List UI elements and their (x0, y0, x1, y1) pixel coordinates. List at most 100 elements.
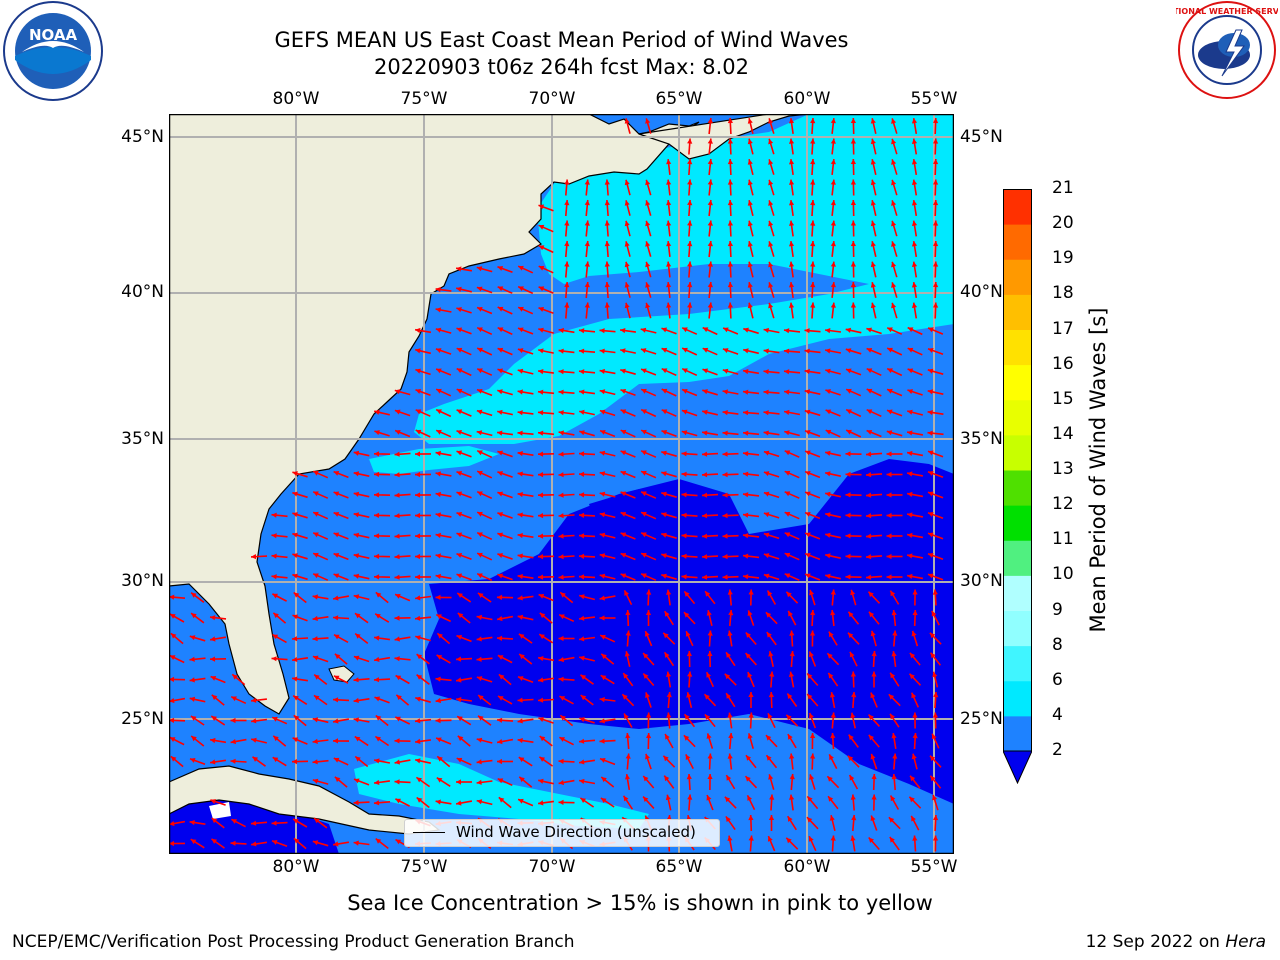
wind-wave-arrowhead (768, 302, 774, 309)
wind-wave-arrowhead (395, 593, 401, 599)
wind-wave-arrowhead (645, 220, 651, 227)
wind-wave-arrowhead (661, 388, 668, 394)
wind-wave-arrowhead (786, 837, 792, 844)
wind-wave-arrowhead (726, 652, 731, 658)
wind-wave-arrowhead (497, 717, 503, 723)
wind-wave-arrowhead (456, 430, 462, 435)
wind-wave-arrowhead (497, 389, 503, 395)
wind-wave-arrowhead (538, 410, 544, 416)
wind-wave-arrowhead (498, 696, 504, 701)
wind-wave-arrowhead (681, 553, 687, 559)
wind-wave-arrowhead (727, 159, 733, 165)
wind-wave-arrowhead (727, 630, 733, 636)
wind-wave-arrowhead (747, 610, 753, 616)
wind-wave-arrowhead (684, 612, 690, 618)
wind-wave-arrowhead (333, 491, 340, 497)
wind-wave-arrowhead (251, 841, 257, 847)
wind-wave-arrowhead (687, 220, 693, 226)
wind-wave-arrowhead (870, 179, 876, 186)
wind-wave-arrowhead (374, 696, 381, 702)
wind-wave-arrowhead (887, 409, 893, 415)
wind-wave-arrowhead (558, 389, 564, 395)
colorbar-bin (1003, 224, 1032, 260)
colorbar-bin (1003, 540, 1032, 576)
wind-wave-arrowhead (687, 671, 693, 677)
wind-wave-arrowhead (722, 492, 728, 498)
wind-wave-arrowhead (394, 574, 400, 580)
wind-wave-arrowhead (579, 759, 585, 765)
wind-wave-arrowhead (810, 138, 816, 144)
wind-wave-arrowhead (789, 220, 795, 226)
wind-wave-arrowhead (789, 630, 795, 636)
wind-wave-arrowhead (661, 327, 668, 333)
wind-wave-arrowhead (517, 492, 523, 498)
wind-wave-arrowhead (784, 409, 790, 415)
wind-wave-arrowhead (850, 179, 856, 185)
wind-wave-arrowhead (768, 200, 774, 206)
wind-wave-arrowhead (579, 430, 585, 436)
wind-wave-arrowhead (845, 533, 851, 539)
wind-wave-arrowhead (538, 224, 545, 230)
wind-wave-arrowhead (663, 755, 669, 762)
wind-wave-arrowhead (911, 815, 916, 822)
wind-wave-arrowhead (891, 200, 897, 206)
wind-wave-arrowhead (211, 716, 217, 721)
wind-wave-arrowhead (599, 595, 605, 601)
land-lake (209, 802, 231, 819)
lat-label-left: 25°N (121, 709, 164, 729)
wind-wave-arrowhead (517, 553, 523, 559)
wind-wave-arrowhead (768, 241, 774, 247)
wind-wave-arrowhead (497, 655, 504, 660)
wind-wave-arrowhead (789, 200, 795, 206)
wind-wave-arrowhead (866, 574, 872, 580)
wind-wave-arrowhead (190, 716, 197, 721)
wind-wave-arrowhead (787, 734, 793, 740)
wind-wave-arrowhead (891, 220, 897, 227)
wind-wave-arrowhead (456, 307, 462, 313)
wind-wave-arrowhead (558, 430, 564, 436)
colorbar-tick-label: 15 (1052, 388, 1074, 409)
wind-wave-arrowhead (927, 430, 933, 436)
wind-wave-arrowhead (666, 692, 672, 698)
wind-wave-arrowhead (395, 675, 402, 681)
wind-wave-arrowhead (805, 471, 811, 476)
wind-wave-arrowhead (624, 713, 629, 720)
wind-wave-arrowhead (702, 451, 708, 457)
wind-wave-arrowhead (599, 512, 606, 518)
wind-wave-arrowhead (478, 715, 484, 721)
wind-wave-arrowhead (560, 715, 566, 721)
wind-wave-arrowhead (374, 574, 380, 580)
wind-wave-arrowhead (271, 820, 277, 826)
wind-wave-arrowhead (497, 471, 503, 476)
wind-wave-arrowhead (477, 491, 483, 497)
colorbar-tick-label: 19 (1052, 248, 1074, 269)
wind-wave-arrowhead (870, 815, 876, 821)
wind-wave-arrowhead (333, 738, 338, 744)
wind-wave-arrowhead (456, 450, 463, 456)
wind-wave-arrowhead (686, 774, 692, 780)
wind-wave-arrowhead (805, 430, 811, 435)
wind-wave-arrowhead (727, 589, 733, 595)
wind-wave-arrowhead (866, 327, 872, 333)
wind-wave-arrowhead (726, 693, 732, 699)
wind-wave-arrowhead (518, 757, 525, 763)
wind-wave-arrowhead (748, 589, 754, 595)
wind-wave-arrowhead (170, 614, 176, 619)
wind-wave-arrowhead (825, 368, 831, 374)
wind-wave-arrowhead (517, 533, 523, 539)
colorbar-bin (1003, 715, 1032, 752)
wind-wave-arrowhead (666, 220, 672, 226)
wind-wave-arrowhead (579, 451, 585, 457)
wind-wave-arrowhead (497, 306, 504, 312)
wind-wave-arrowhead (727, 302, 733, 308)
wind-wave-arrowhead (416, 777, 422, 783)
wind-wave-arrowhead (334, 776, 341, 783)
wind-wave-arrowhead (375, 592, 382, 598)
colorbar-tick-label: 16 (1052, 353, 1074, 374)
wind-wave-arrowhead (436, 737, 442, 743)
wind-wave-arrowhead (292, 573, 298, 579)
wind-wave-arrowhead (558, 513, 564, 519)
wind-wave-arrowhead (888, 694, 895, 700)
wind-wave-arrowhead (707, 220, 713, 226)
wind-wave-arrowhead (313, 552, 319, 558)
